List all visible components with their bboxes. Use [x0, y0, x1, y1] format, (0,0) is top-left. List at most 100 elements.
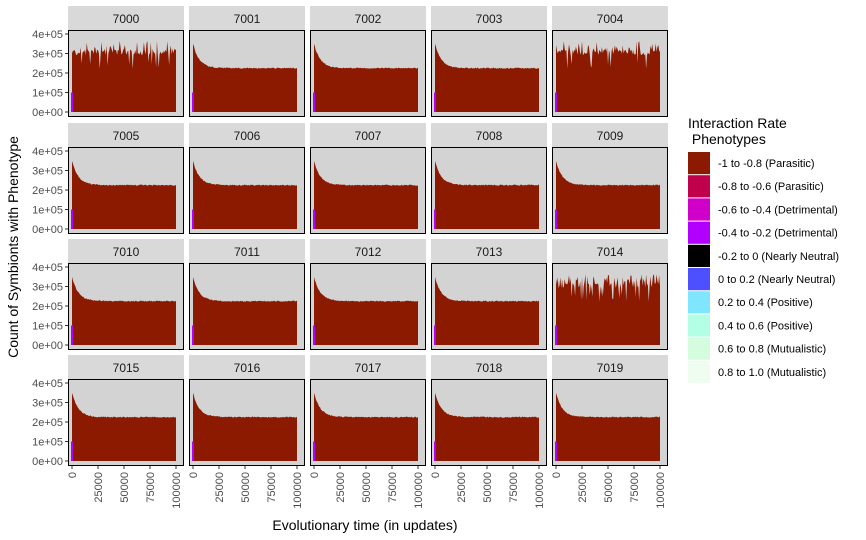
series-area-detrimental — [313, 209, 315, 229]
x-tick-label: 50000 — [240, 472, 252, 503]
series-area-detrimental — [313, 92, 315, 112]
y-tick-label: 3e+05 — [32, 282, 63, 294]
panel-border — [189, 30, 305, 117]
facet-strip — [310, 6, 426, 30]
series-area-detrimental — [71, 209, 73, 229]
legend-label: -0.2 to 0 (Nearly Neutral) — [718, 251, 839, 263]
facet-strip — [552, 355, 668, 379]
series-area-parasitic — [314, 160, 418, 229]
y-tick-label: 0e+00 — [32, 340, 63, 352]
legend-key — [688, 268, 710, 291]
series-area-detrimental — [434, 92, 436, 112]
legend-key — [688, 291, 710, 314]
x-tick-label: 75000 — [629, 472, 641, 503]
facet-panel-7009: 7009 — [552, 123, 668, 234]
facet-strip-label: 7013 — [476, 245, 503, 259]
facet-strip — [431, 6, 547, 30]
facet-strip-label: 7019 — [597, 361, 624, 375]
series-area-parasitic — [314, 43, 418, 112]
y-tick-label: 0e+00 — [32, 456, 63, 468]
panel-border — [310, 379, 426, 466]
facet-strip-label: 7000 — [113, 12, 140, 26]
panel-border — [68, 263, 184, 350]
x-axis-title: Evolutionary time (in updates) — [272, 517, 457, 533]
x-tick-label: 75000 — [266, 472, 278, 503]
facet-strip-label: 7015 — [113, 361, 140, 375]
legend-label: -0.8 to -0.6 (Parasitic) — [718, 181, 824, 193]
series-area-detrimental — [434, 441, 436, 461]
facet-panel-7015: 7015 — [68, 355, 184, 466]
panel-border — [189, 263, 305, 350]
x-tick-label: 75000 — [387, 472, 399, 503]
series-area-parasitic — [556, 392, 660, 461]
facet-panel-7012: 7012 — [310, 239, 426, 350]
facet-strip-label: 7004 — [597, 12, 624, 26]
series-area-parasitic — [193, 43, 297, 112]
y-tick-label: 0e+00 — [32, 224, 63, 236]
y-tick-label: 2e+05 — [32, 185, 63, 197]
series-area-parasitic — [435, 43, 539, 112]
panel-border — [552, 263, 668, 350]
facet-strip-label: 7008 — [476, 129, 503, 143]
y-tick-label: 2e+05 — [32, 301, 63, 313]
series-area-detrimental — [434, 209, 436, 229]
facet-strip-label: 7003 — [476, 12, 503, 26]
x-tick-label: 25000 — [577, 472, 589, 503]
series-area-detrimental — [192, 325, 194, 345]
legend-label: 0.2 to 0.4 (Positive) — [718, 297, 813, 309]
facet-strip-label: 7001 — [234, 12, 261, 26]
series-area-parasitic — [435, 276, 539, 345]
y-tick-label: 2e+05 — [32, 417, 63, 429]
x-tick-label: 100000 — [171, 472, 183, 509]
facet-panel-7008: 7008 — [431, 123, 547, 234]
facet-strip — [310, 123, 426, 147]
x-tick-label: 0 — [309, 472, 321, 478]
panel-border — [68, 30, 184, 117]
series-area-detrimental — [192, 92, 194, 112]
facet-strip-label: 7011 — [234, 245, 260, 259]
legend-title-line1: Interaction Rate — [688, 115, 787, 131]
x-tick-label: 25000 — [335, 472, 347, 503]
panel-border — [310, 30, 426, 117]
facet-strip-label: 7005 — [113, 129, 140, 143]
series-area-parasitic — [556, 160, 660, 229]
legend-key — [688, 360, 710, 383]
facet-strip — [431, 239, 547, 263]
facet-strip — [68, 239, 184, 263]
series-area-detrimental — [555, 325, 557, 345]
y-tick-label: 1e+05 — [32, 88, 63, 100]
x-tick-label: 100000 — [413, 472, 425, 509]
series-area-detrimental — [555, 209, 557, 229]
facet-strip-label: 7014 — [597, 245, 624, 259]
series-area-detrimental — [313, 325, 315, 345]
facet-strip-label: 7007 — [355, 129, 382, 143]
x-tick-label: 0 — [430, 472, 442, 478]
legend-key — [688, 221, 710, 244]
series-area-detrimental — [71, 441, 73, 461]
panel-border — [189, 147, 305, 234]
series-area-parasitic — [314, 276, 418, 345]
facet-strip — [552, 123, 668, 147]
x-tick-label: 75000 — [145, 472, 157, 503]
x-tick-label: 50000 — [603, 472, 615, 503]
series-area-parasitic — [72, 160, 176, 229]
y-tick-label: 4e+05 — [32, 146, 63, 158]
x-axis-ticks: 0 25000 50000 75000 100000 0 25000 50000 75000 10… — [67, 466, 667, 509]
y-tick-label: 4e+05 — [32, 378, 63, 390]
legend-label: 0.6 to 0.8 (Mutualistic) — [718, 344, 826, 356]
y-tick-label: 3e+05 — [32, 398, 63, 410]
facet-panel-7017: 7017 — [310, 355, 426, 466]
legend-label: -0.6 to -0.4 (Detrimental) — [718, 204, 838, 216]
facet-strip-label: 7002 — [355, 12, 382, 26]
facet-panel-7018: 7018 — [431, 355, 547, 466]
y-tick-label: 4e+05 — [32, 262, 63, 274]
facet-strip-label: 7016 — [234, 361, 261, 375]
facet-strip-label: 7018 — [476, 361, 503, 375]
series-area-parasitic — [314, 392, 418, 461]
legend-key — [688, 244, 710, 267]
legend-label: -1 to -0.8 (Parasitic) — [718, 158, 815, 170]
facet-strip — [189, 239, 305, 263]
y-tick-label: 3e+05 — [32, 166, 63, 178]
y-tick-label: 0e+00 — [32, 107, 63, 119]
